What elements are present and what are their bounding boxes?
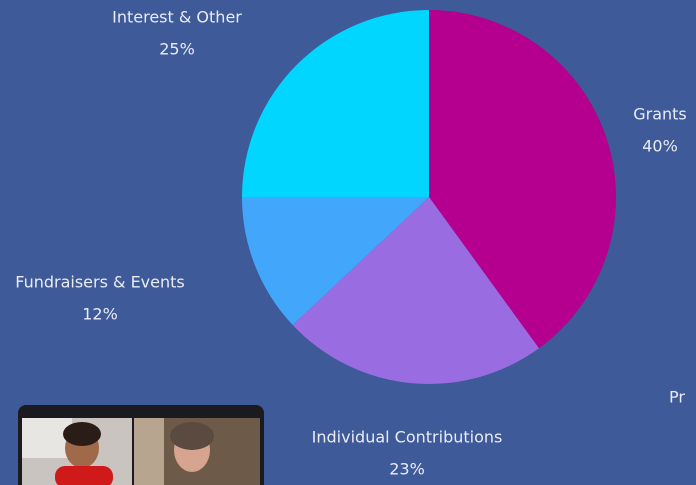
- slice-value-label: 40%: [642, 137, 678, 156]
- slice-label: Interest & Other: [112, 8, 242, 27]
- video-thumbnail: [18, 405, 264, 485]
- video-door: [134, 418, 164, 485]
- video-hair: [63, 422, 101, 446]
- slice-label: Grants: [633, 105, 687, 124]
- pie-chart: [242, 10, 616, 384]
- slice-label: Fundraisers & Events: [15, 273, 185, 292]
- video-hair: [170, 422, 214, 450]
- screen: Pr Grants 40% Individual Contributions 23% F…: [0, 0, 696, 485]
- slice-label: Individual Contributions: [312, 428, 503, 447]
- clipped-label: Pr: [669, 388, 685, 407]
- slice-value-label: 23%: [389, 460, 425, 479]
- video-shirt: [55, 466, 113, 485]
- slice-value-label: 25%: [159, 40, 195, 59]
- slice-value-label: 12%: [82, 305, 118, 324]
